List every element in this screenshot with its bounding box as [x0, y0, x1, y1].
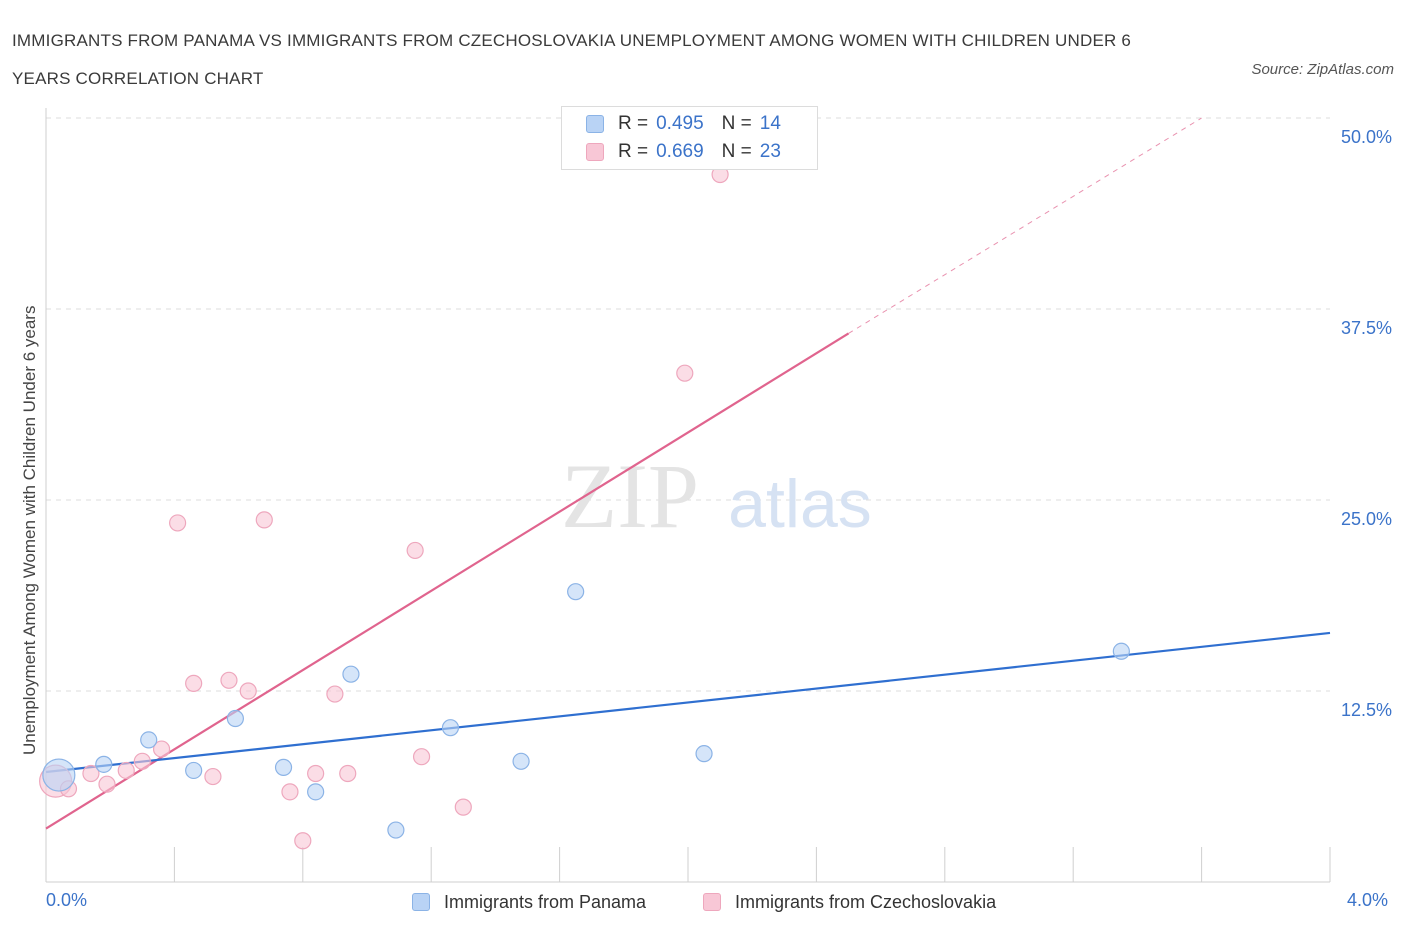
x-tick-label-max: 4.0%	[1347, 890, 1389, 910]
x-tick-label-min: 0.0%	[46, 890, 88, 910]
point-panama	[274, 758, 293, 777]
legend: R = 0.495 N = 14 R = 0.669 N = 23	[561, 106, 818, 170]
bottom-legend-czechoslovakia: Immigrants from Czechoslovakia	[703, 888, 996, 916]
trendline-panama	[45, 631, 1331, 774]
panama-swatch	[586, 115, 604, 133]
legend-r-label: R =	[618, 113, 649, 134]
watermark: ZIP atlas	[561, 445, 872, 547]
point-czechoslovakia	[281, 783, 299, 801]
czechoslovakia-swatch	[703, 893, 721, 911]
series-name-czechoslovakia: Immigrants from Czechoslovakia	[735, 891, 997, 912]
point-panama	[387, 821, 405, 839]
point-czechoslovakia	[406, 541, 424, 560]
point-czechoslovakia	[307, 764, 325, 783]
data-points	[39, 165, 1130, 850]
point-czechoslovakia	[412, 748, 431, 766]
point-czechoslovakia	[294, 832, 312, 850]
point-czechoslovakia	[204, 767, 222, 786]
point-czechoslovakia	[220, 671, 238, 689]
point-panama	[307, 783, 325, 801]
trendline-czechoslovakia-extension	[848, 117, 1202, 334]
point-czechoslovakia	[169, 514, 187, 532]
point-czechoslovakia	[255, 511, 273, 529]
legend-row-panama: R = 0.495 N = 14	[586, 111, 781, 137]
point-czechoslovakia	[454, 798, 472, 816]
axes	[45, 108, 1331, 883]
y-tick-label: 25.0%	[1341, 509, 1392, 529]
point-czechoslovakia	[82, 764, 100, 783]
point-panama	[185, 761, 203, 780]
point-panama	[441, 719, 460, 737]
point-panama	[95, 755, 113, 773]
point-panama	[342, 665, 360, 683]
point-panama	[567, 583, 585, 601]
legend-r-value: 0.669	[656, 141, 704, 162]
watermark-atlas: atlas	[728, 466, 872, 542]
legend-n-value: 23	[759, 141, 781, 162]
point-czechoslovakia	[239, 682, 257, 700]
point-panama	[695, 745, 713, 763]
watermark-zip: ZIP	[561, 445, 699, 547]
legend-row-czechoslovakia: R = 0.669 N = 23	[586, 139, 781, 165]
point-czechoslovakia	[133, 752, 151, 770]
point-czechoslovakia	[117, 761, 135, 780]
point-panama	[140, 731, 158, 749]
czechoslovakia-swatch	[586, 143, 604, 161]
point-panama	[226, 709, 244, 728]
point-czechoslovakia	[98, 775, 116, 793]
legend-n-label: N =	[721, 141, 752, 162]
legend-r-label: R =	[618, 141, 649, 162]
legend-n-label: N =	[721, 113, 752, 134]
series-name-panama: Immigrants from Panama	[444, 891, 647, 912]
bottom-legend-panama: Immigrants from Panama	[412, 888, 646, 916]
y-tick-label: 50.0%	[1341, 127, 1392, 147]
gridlines	[46, 117, 1330, 692]
y-tick-label: 12.5%	[1341, 700, 1392, 720]
point-czechoslovakia	[676, 364, 694, 382]
y-tick-label: 37.5%	[1341, 318, 1392, 338]
y-tick-labels: 12.5% 25.0% 37.5% 50.0%	[1341, 127, 1392, 720]
point-czechoslovakia	[152, 740, 171, 758]
point-czechoslovakia	[339, 764, 357, 783]
point-czechoslovakia	[185, 674, 203, 692]
chart-title: IMMIGRANTS FROM PANAMA VS IMMIGRANTS FRO…	[12, 31, 1132, 88]
point-panama	[512, 752, 530, 770]
source-label: Source: ZipAtlas.com	[1251, 61, 1394, 78]
point-czechoslovakia	[326, 685, 344, 703]
legend-r-value: 0.495	[656, 113, 704, 134]
panama-swatch	[412, 893, 430, 911]
point-panama	[1112, 642, 1130, 660]
trendline-czechoslovakia	[45, 332, 850, 830]
legend-n-value: 14	[759, 113, 781, 134]
point-panama	[42, 758, 76, 792]
